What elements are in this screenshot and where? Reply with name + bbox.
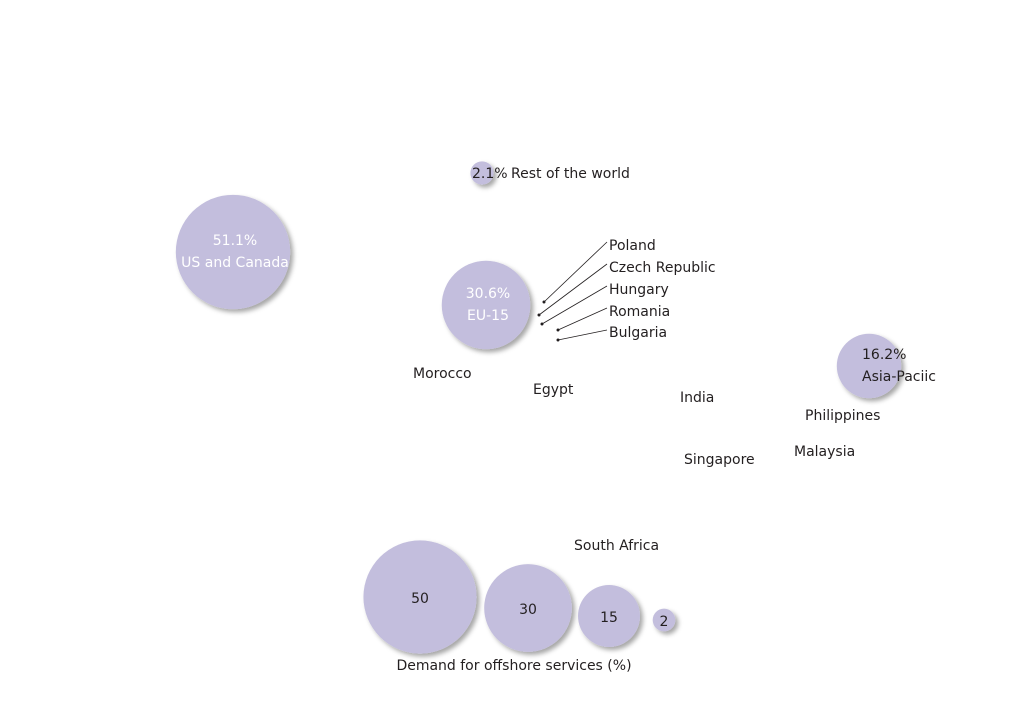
region-name: EU-15 — [467, 308, 509, 324]
country-label: Morocco — [413, 366, 472, 382]
country-label: Romania — [609, 304, 670, 320]
region-bubble — [836, 333, 902, 399]
connector-lines — [537, 241, 608, 342]
legend-title: Demand for offshore services (%) — [396, 658, 631, 674]
legend-bubble — [484, 564, 572, 652]
country-label: India — [680, 390, 714, 406]
country-label: South Africa — [574, 538, 659, 554]
country-label: Philippines — [805, 408, 880, 424]
region-value-label: 2.1% — [472, 166, 508, 182]
legend-size-label: 30 — [519, 602, 537, 618]
legend-size-label: 15 — [600, 610, 618, 626]
country-label: Singapore — [684, 452, 755, 468]
legend-bubble — [652, 608, 676, 632]
country-label: Hungary — [609, 282, 669, 298]
region-name: US and Canada — [181, 255, 289, 271]
region-value-label: 16.2% — [862, 347, 906, 363]
region-name: Rest of the world — [511, 166, 630, 182]
region-bubble — [441, 260, 531, 350]
legend-bubble — [363, 540, 477, 654]
region-value-label: 51.1% — [213, 233, 257, 249]
country-label: Czech Republic — [609, 260, 716, 276]
country-label: Egypt — [533, 382, 574, 398]
region-value-label: 30.6% — [466, 286, 510, 302]
region-bubble — [175, 194, 291, 310]
country-label: Malaysia — [794, 444, 855, 460]
legend-size-label: 2 — [660, 614, 669, 630]
country-label: Bulgaria — [609, 325, 667, 341]
region-bubble — [470, 161, 494, 185]
country-label: Poland — [609, 238, 656, 254]
legend-bubble — [578, 585, 640, 647]
region-name: Asia-Paciic — [862, 369, 936, 385]
legend-size-label: 50 — [411, 591, 429, 607]
